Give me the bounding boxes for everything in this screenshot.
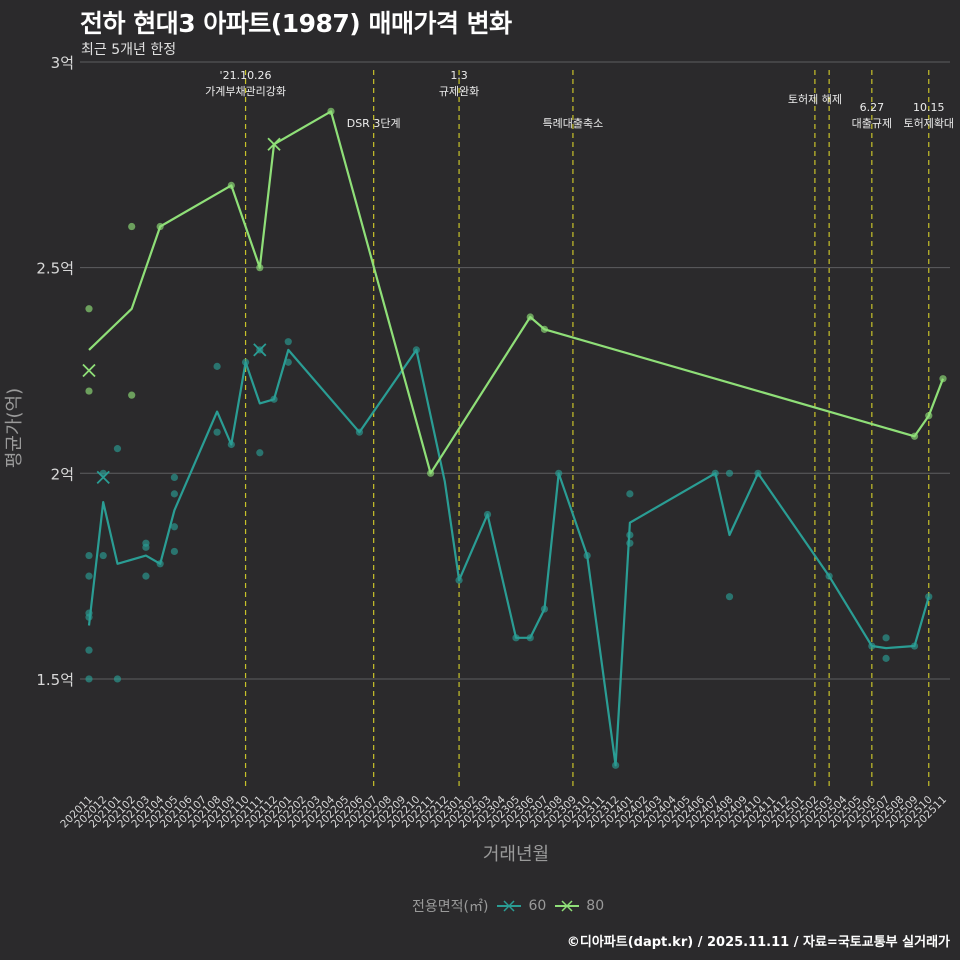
series-line-80: [88, 110, 945, 475]
legend-label-80: 80: [586, 898, 605, 914]
event-label: 특례대출축소: [543, 117, 604, 130]
data-point-60: [170, 523, 178, 531]
data-point-60: [256, 449, 264, 457]
data-point-60: [99, 551, 107, 560]
data-point-60: [170, 473, 178, 482]
event-label: 10.15 토허제확대: [903, 101, 954, 130]
chart-subtitle: 최근 5개년 한정: [81, 42, 177, 58]
y-tick-label: 1.5억: [36, 671, 74, 689]
legend-title: 전용면적(㎡): [412, 899, 489, 915]
source-footer: ©디아파트(dapt.kr) / 2025.11.11 / 자료=국토교통부 실…: [566, 935, 950, 950]
legend-key-60-icon: [497, 900, 522, 912]
data-point-60: [113, 445, 122, 453]
data-point-60: [85, 675, 93, 683]
y-tick-label: 2.5억: [36, 260, 74, 278]
y-axis-title: 평균가(억): [4, 388, 25, 468]
data-point-80: [85, 305, 93, 313]
legend-item-80[interactable]: 80: [554, 898, 604, 914]
x-mark-80: [82, 363, 96, 378]
legend-label-60: 60: [528, 898, 547, 914]
series-line-60: [87, 348, 930, 767]
event-label: 1.3 규제완화: [439, 69, 479, 98]
legend-key-80-icon: [555, 900, 580, 912]
event-label: 토허제 해제: [788, 92, 842, 106]
data-point-80: [128, 222, 136, 231]
event-label: 6.27 대출규제: [852, 101, 892, 130]
data-point-60: [85, 646, 93, 654]
event-label: '21.10.26 가계부채관리강화: [205, 69, 286, 98]
data-point-60: [85, 551, 93, 560]
data-point-80: [128, 391, 136, 399]
legend-item-60[interactable]: 60: [496, 898, 546, 914]
data-point-60: [142, 572, 150, 580]
x-mark-80: [267, 137, 281, 151]
data-point-80: [85, 387, 93, 395]
data-point-60: [882, 634, 890, 642]
y-tick-label: 2억: [51, 465, 74, 483]
y-tick-label: 3억: [51, 54, 74, 72]
data-point-60: [85, 572, 93, 580]
x-axis-title: 거래년월: [483, 844, 549, 865]
data-point-60: [213, 362, 221, 370]
data-point-60: [213, 428, 221, 436]
data-point-60: [626, 490, 634, 498]
x-mark-60: [253, 343, 267, 357]
legend: 전용면적(㎡) 60 80: [412, 896, 604, 916]
data-point-60: [725, 469, 734, 477]
event-label: DSR 3단계: [347, 117, 401, 130]
data-point-60: [284, 358, 292, 366]
x-mark-60: [96, 470, 110, 485]
data-point-60: [170, 547, 178, 556]
data-point-60: [882, 654, 890, 662]
data-point-60: [142, 539, 150, 547]
chart-title: 전하 현대3 아파트(1987) 매매가격 변화: [80, 9, 512, 38]
data-point-60: [170, 490, 178, 498]
data-point-60: [284, 338, 292, 346]
data-point-60: [925, 593, 933, 601]
data-point-60: [113, 675, 122, 683]
data-point-60: [725, 593, 734, 601]
